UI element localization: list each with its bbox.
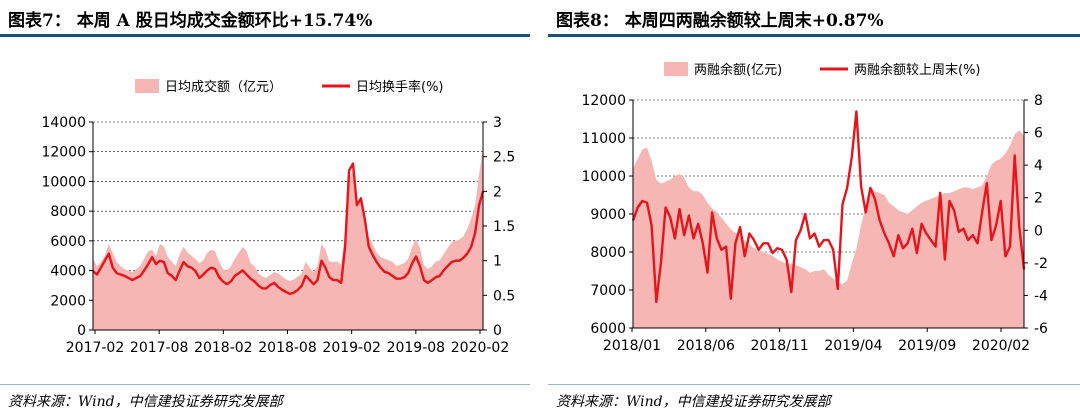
legend-area-label: 日均成交额（亿元）	[165, 79, 282, 95]
left-tick-label: 9000	[590, 207, 626, 223]
x-tick-label: 2019-08	[387, 340, 446, 356]
right-tick-label: 1.5	[493, 219, 515, 235]
chart-title: 图表8： 本周四两融余额较上周末+0.87%	[556, 11, 884, 31]
x-tick-label: 2018/11	[751, 338, 809, 354]
x-tick-label: 2017-02	[66, 340, 125, 356]
left-tick-label: 7000	[590, 283, 626, 299]
x-tick-label: 2018-02	[194, 340, 253, 356]
legend-area-swatch	[664, 62, 688, 76]
line-series	[92, 162, 485, 296]
source-divider	[0, 384, 530, 385]
left-tick-label: 4000	[50, 264, 86, 280]
right-tick-label: -6	[1034, 321, 1048, 337]
left-tick-label: 10000	[581, 169, 626, 185]
x-tick-label: 2019/04	[824, 338, 882, 354]
right-tick-label: 0.5	[493, 288, 515, 304]
x-tick-label: 2018-08	[258, 340, 317, 356]
left-tick-label: 8000	[50, 204, 86, 220]
chart-title: 图表7： 本周 A 股日均成交金额环比+15.74%	[8, 11, 373, 31]
left-tick-label: 6000	[590, 321, 626, 337]
chart-panel-left: 图表7： 本周 A 股日均成交金额环比+15.74% 0 2000 4000 6000…	[0, 0, 530, 416]
line-series	[631, 110, 1026, 304]
legend-line-label: 日均换手率(%)	[356, 79, 444, 95]
source-note: 资料来源：Wind，中信建投证券研究发展部	[8, 394, 283, 410]
left-tick-label: 10000	[41, 174, 86, 190]
left-tick-label: 0	[77, 323, 86, 339]
source-divider	[548, 384, 1080, 385]
turnover-chart: 0 2000 4000 6000 8000 10000 12000 14000 0 0.5 1 1.5…	[41, 79, 515, 356]
chart-panel-right: 图表8： 本周四两融余额较上周末+0.87% 6000 7000 8000 9000 1…	[548, 0, 1080, 416]
left-tick-label: 2000	[50, 293, 86, 309]
right-tick-label: 0	[1034, 223, 1043, 239]
right-tick-label: 8	[1034, 93, 1043, 109]
x-tick-label: 2019/09	[898, 338, 956, 354]
right-tick-label: 1	[493, 254, 502, 270]
right-tick-label: 2.5	[493, 150, 515, 166]
x-tick-label: 2020-02	[451, 340, 510, 356]
right-tick-label: 6	[1034, 126, 1043, 142]
left-tick-label: 11000	[581, 131, 626, 147]
right-tick-label: 0	[493, 323, 502, 339]
margin-balance-chart: 6000 7000 8000 9000 10000 11000 12000 -6 -4 -2 0 2 4…	[581, 62, 1048, 354]
legend-area-label: 两融余额(亿元)	[694, 62, 782, 78]
right-tick-label: 2	[1034, 191, 1043, 207]
x-tick-label: 2018/06	[677, 338, 735, 354]
x-tick-label: 2019-02	[322, 340, 381, 356]
left-tick-label: 12000	[581, 93, 626, 109]
right-tick-label: 4	[1034, 158, 1043, 174]
right-tick-label: 3	[493, 115, 502, 131]
x-tick-label: 2020/02	[972, 338, 1030, 354]
right-tick-label: -4	[1034, 288, 1048, 304]
legend-area-swatch	[135, 79, 159, 93]
title-divider	[0, 34, 530, 37]
left-tick-label: 6000	[50, 234, 86, 250]
title-divider	[548, 34, 1080, 37]
right-tick-label: -2	[1034, 256, 1048, 272]
source-note: 资料来源：Wind，中信建投证券研究发展部	[556, 394, 831, 410]
left-tick-label: 12000	[41, 145, 86, 161]
area-series	[93, 147, 483, 330]
x-tick-label: 2018/01	[603, 338, 661, 354]
x-tick-label: 2017-08	[130, 340, 189, 356]
left-tick-label: 14000	[41, 115, 86, 131]
legend-line-label: 两融余额较上周末(%)	[854, 62, 981, 78]
left-tick-label: 8000	[590, 245, 626, 261]
area-series	[633, 130, 1024, 328]
right-tick-label: 2	[493, 184, 502, 200]
